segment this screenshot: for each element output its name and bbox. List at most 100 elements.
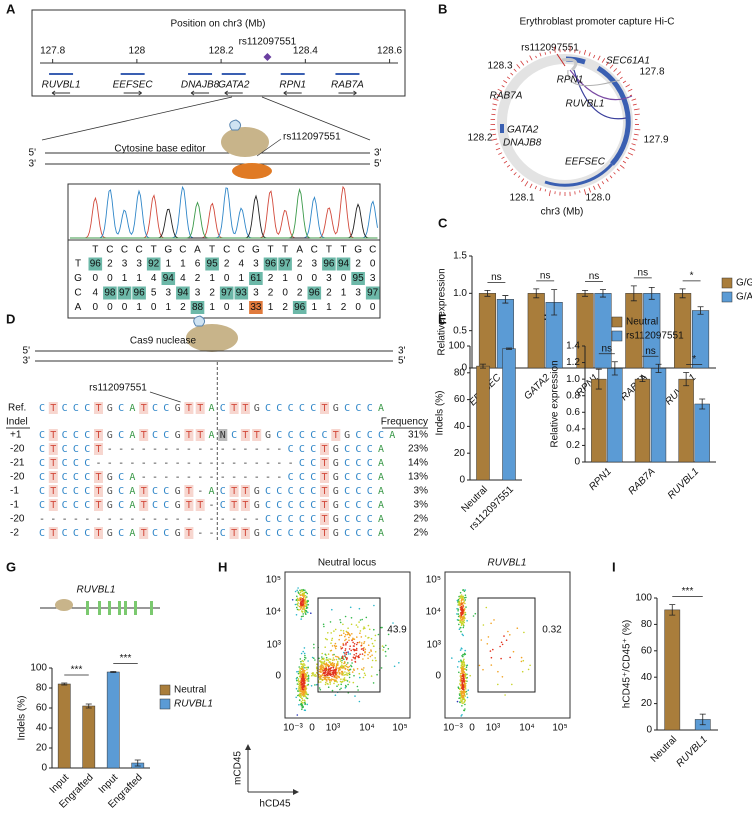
panel-label: C — [438, 215, 448, 230]
event-dot — [460, 672, 462, 675]
snp-label: rs112097551 — [521, 43, 579, 54]
base-header: G — [354, 245, 362, 256]
base-highlight — [48, 527, 58, 539]
event-dot — [362, 658, 364, 660]
event-dot — [339, 665, 342, 668]
event-dot — [303, 663, 305, 665]
event-dot — [300, 665, 303, 668]
base-header: T — [209, 245, 215, 256]
gene-label: EEFSEC — [565, 157, 606, 168]
ring-tick — [495, 147, 501, 151]
event-dot — [460, 616, 462, 618]
indel-label: -20 — [10, 444, 25, 455]
event-dot — [338, 673, 341, 675]
event-dot — [342, 623, 344, 626]
event-dot — [342, 655, 344, 657]
ring-tick — [526, 60, 529, 63]
event-dot — [338, 638, 341, 641]
event-dot — [367, 624, 370, 627]
error-bar — [85, 703, 92, 709]
event-dot — [326, 638, 328, 641]
event-dot — [344, 648, 347, 650]
event-dot — [302, 668, 304, 670]
base-highlight — [94, 527, 103, 539]
event-dot — [301, 603, 303, 605]
y-tick-label: 10⁴ — [426, 607, 441, 618]
cell-value: 2 — [355, 259, 361, 270]
event-dot — [336, 672, 339, 674]
ring-tick — [627, 152, 634, 156]
interaction-link — [561, 58, 578, 72]
base-header: A — [194, 245, 201, 256]
event-dot — [333, 675, 336, 677]
strand-arrow — [338, 90, 357, 96]
event-dot — [343, 661, 346, 663]
event-dot — [307, 678, 309, 680]
position-label: 128.0 — [585, 193, 610, 204]
event-dot — [329, 621, 332, 623]
ring-tick — [548, 190, 551, 197]
table-box — [67, 239, 381, 319]
cell-value: 0 — [312, 273, 318, 284]
event-dot — [326, 682, 329, 685]
base-highlight — [195, 402, 205, 414]
event-dot — [304, 666, 307, 669]
event-dot — [523, 631, 525, 634]
base-highlight — [320, 443, 329, 455]
event-dot — [347, 666, 349, 668]
event-dot — [493, 619, 495, 621]
event-dot — [301, 704, 304, 706]
ring-tick — [492, 108, 497, 111]
event-dot — [329, 683, 332, 685]
ring-tick — [498, 152, 503, 155]
event-dot — [460, 599, 463, 602]
event-dot — [332, 657, 335, 659]
event-dot — [330, 669, 333, 672]
base-highlight — [139, 429, 149, 441]
base-highlight — [184, 527, 194, 539]
cell-value: 4 — [239, 259, 245, 270]
event-dot — [301, 595, 304, 597]
event-dot — [302, 701, 304, 704]
event-dot — [464, 695, 467, 697]
event-dot — [371, 659, 374, 662]
event-dot — [323, 625, 325, 628]
event-dot — [304, 656, 306, 659]
event-dot — [490, 664, 493, 666]
event-dot — [333, 659, 336, 661]
event-dot — [345, 679, 347, 681]
event-dot — [363, 667, 365, 669]
event-dot — [303, 609, 306, 611]
event-dot — [333, 678, 335, 681]
event-dot — [464, 708, 466, 710]
event-dot — [342, 644, 345, 646]
cell-value: 2 — [195, 273, 201, 284]
plot-title: Neutral locus — [318, 558, 376, 569]
indel-label: -20 — [10, 514, 25, 525]
event-dot — [307, 674, 310, 677]
legend-swatch — [721, 277, 733, 289]
event-dot — [357, 689, 359, 691]
event-dot — [461, 598, 463, 601]
error-bar — [551, 289, 558, 316]
event-dot — [305, 607, 308, 610]
event-dot — [458, 671, 460, 674]
event-dot — [348, 673, 351, 676]
event-dot — [305, 596, 307, 599]
event-dot — [304, 612, 307, 614]
ring-tick — [588, 52, 591, 57]
event-dot — [296, 676, 299, 679]
event-dot — [329, 670, 331, 673]
event-dot — [355, 655, 357, 657]
event-dot — [362, 628, 365, 630]
y-axis-label: Relative expression — [550, 360, 561, 447]
cell-highlight — [263, 257, 278, 271]
x-tick-label: RUVBL1 — [674, 734, 709, 769]
event-dot — [371, 654, 373, 656]
event-dot — [490, 656, 493, 659]
y-tick-label: 100 — [30, 663, 47, 674]
